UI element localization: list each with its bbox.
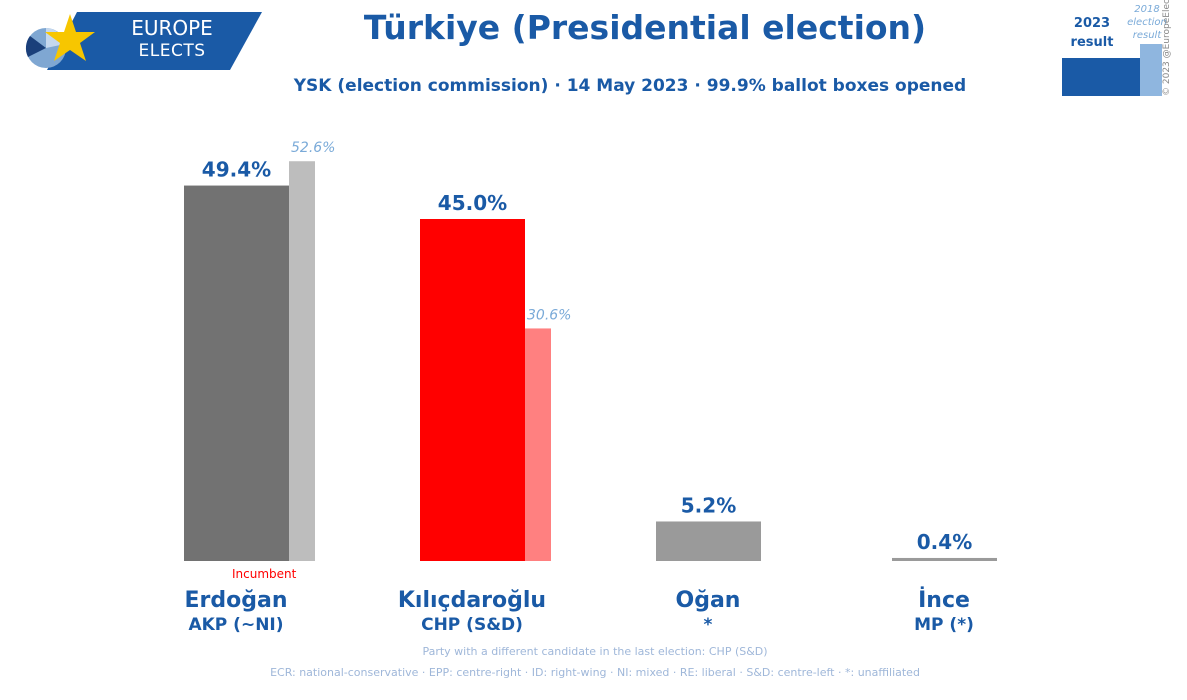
label-2023-kilicdaroglu: 45.0% bbox=[438, 191, 507, 215]
candidate-name-ogan: Oğan bbox=[675, 588, 741, 613]
label-2018-erdogan: 52.6% bbox=[291, 140, 335, 156]
candidate-name-kilicdaroglu: Kılıçdaroğlu bbox=[397, 588, 547, 613]
bar-2018-kilicdaroglu bbox=[525, 328, 551, 561]
bar-2018-erdogan bbox=[289, 161, 315, 562]
candidate-name-ince: İnce bbox=[918, 588, 970, 613]
legend-2018-line2: election bbox=[1127, 17, 1167, 28]
legend-graphic bbox=[1062, 44, 1162, 96]
candidate-party-kilicdaroglu: CHP (S&D) bbox=[421, 615, 523, 635]
page-subtitle: YSK (election commission) · 14 May 2023 … bbox=[293, 76, 967, 96]
bar-2023-erdogan bbox=[184, 185, 289, 561]
label-2023-erdogan: 49.4% bbox=[202, 158, 271, 182]
incumbent-label: Incumbent bbox=[232, 567, 297, 581]
europe-elects-logo: EUROPE ELECTS bbox=[22, 12, 262, 70]
legend-2023-label: 2023 result bbox=[1062, 14, 1122, 52]
logo-graphic bbox=[25, 12, 262, 70]
candidate-name-erdogan: Erdoğan bbox=[184, 588, 288, 613]
legend-2018-line3: result bbox=[1132, 30, 1162, 41]
legend-2018-label: 2018 election result bbox=[1124, 3, 1170, 42]
label-2018-kilicdaroglu: 30.6% bbox=[527, 307, 571, 323]
logo-line-1: EUROPE bbox=[131, 16, 213, 40]
legend-2023-line1: 2023 bbox=[1073, 16, 1111, 31]
page-title: Türkiye (Presidential election) bbox=[363, 8, 927, 47]
candidate-party-ince: MP (*) bbox=[914, 615, 974, 635]
candidate-party-erdogan: AKP (~NI) bbox=[188, 615, 284, 635]
legend-2023-line2: result bbox=[1070, 35, 1114, 50]
logo-line-2: ELECTS bbox=[138, 41, 206, 61]
legend-2023-swatch bbox=[1062, 58, 1140, 96]
footnote-party-groups: ECR: national-conservative · EPP: centre… bbox=[270, 666, 920, 679]
bar-2023-ince bbox=[892, 557, 997, 561]
bar-2023-kilicdaroglu bbox=[420, 219, 525, 561]
label-2023-ince: 0.4% bbox=[917, 530, 972, 554]
legend-2018-swatch bbox=[1140, 44, 1162, 96]
bar-2023-ogan bbox=[656, 521, 761, 561]
footnote-different-candidate: Party with a different candidate in the … bbox=[422, 645, 768, 658]
candidate-party-ogan: * bbox=[703, 615, 713, 635]
legend-2018-line1: 2018 bbox=[1134, 4, 1160, 15]
label-2023-ogan: 5.2% bbox=[681, 493, 736, 517]
